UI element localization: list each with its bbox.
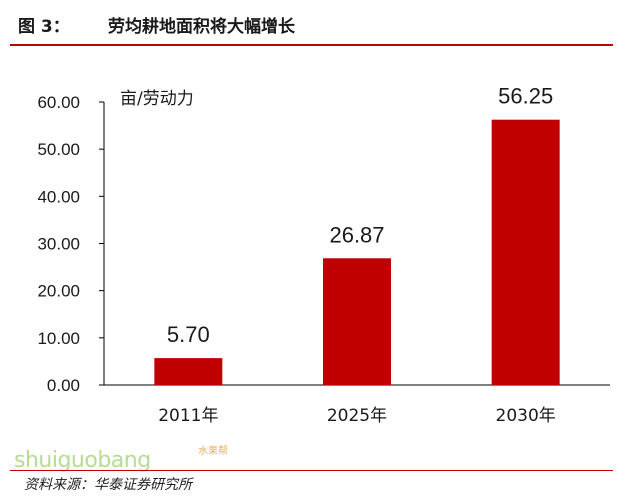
source-note: 资料来源：华泰证券研究所 [24,477,192,493]
y-tick-label: 60.00 [37,93,80,112]
y-tick-label: 40.00 [37,187,80,206]
bar-2030年 [491,119,560,385]
data-label: 26.87 [329,222,384,247]
y-tick-label: 20.00 [37,282,80,301]
y-tick-label: 30.00 [37,235,80,254]
x-tick-label: 2030年 [496,406,556,426]
y-axis-unit-label: 亩/劳动力 [120,89,194,109]
data-label: 56.25 [498,84,553,109]
bar-chart: 亩/劳动力 0.00 10.00 20.00 30.00 40.00 50.00 60.00… [37,84,610,426]
bar-2025年 [323,258,391,385]
data-label: 5.70 [167,322,210,347]
figure-title: 劳均耕地面积将大幅增长 [108,17,295,37]
watermark-logo-text: 水果帮 [198,446,228,457]
bar-2011年 [154,358,223,385]
header-rule [10,44,613,46]
y-tick-label: 0.00 [47,376,80,395]
x-tick-label: 2011年 [158,406,218,426]
y-tick-label: 10.00 [37,329,80,348]
footer-rule [10,470,613,471]
y-tick-label: 50.00 [37,140,80,159]
x-tick-label: 2025年 [327,406,387,426]
figure-label: 图 3： [18,17,70,37]
figure-header: 图 3： 劳均耕地面积将大幅增长 [0,0,620,44]
watermark: shuiguobang [14,448,151,473]
